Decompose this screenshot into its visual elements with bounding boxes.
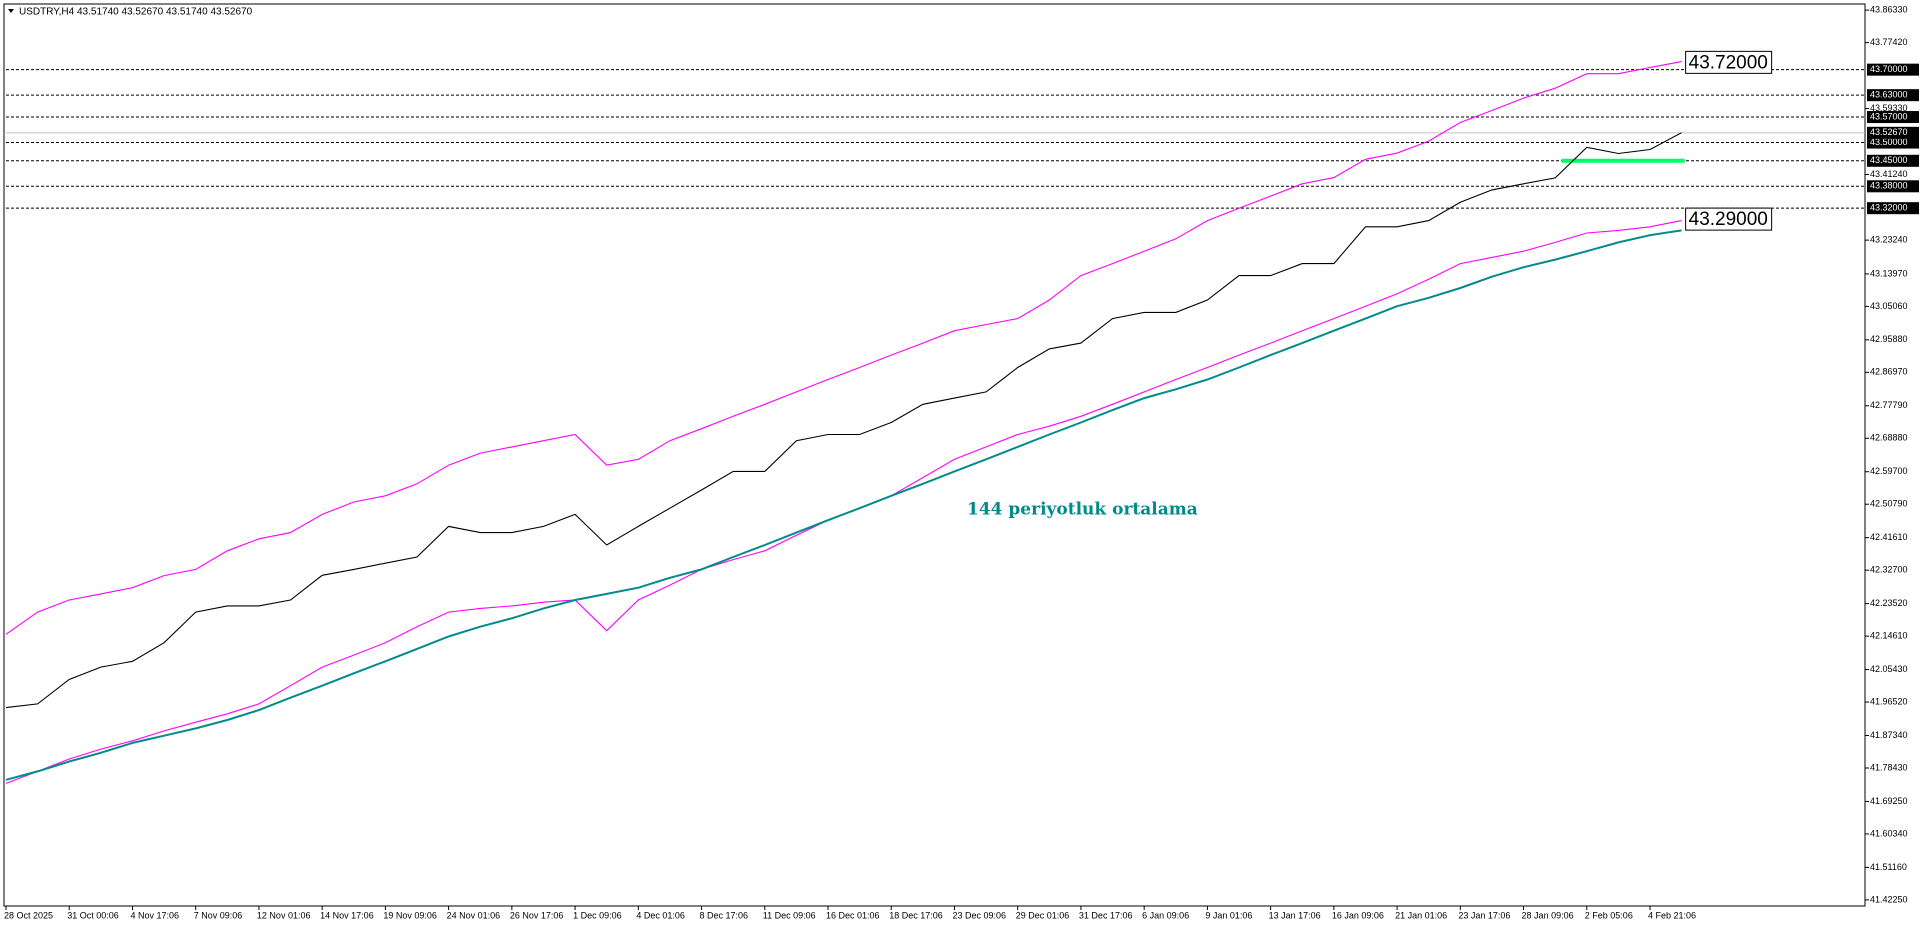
y-tick-label: 41.87340 [1870, 730, 1908, 740]
level-label: 43.45000 [1870, 155, 1908, 165]
x-tick-label: 19 Nov 09:06 [383, 910, 437, 920]
level-label: 43.32000 [1870, 203, 1908, 213]
x-tick-label: 28 Oct 2025 [4, 910, 53, 920]
x-tick-label: 13 Jan 17:06 [1269, 910, 1321, 920]
level-box [1867, 111, 1919, 124]
level-box [1867, 136, 1919, 149]
x-tick-label: 4 Feb 21:06 [1648, 910, 1696, 920]
y-tick-label: 43.77420 [1870, 37, 1908, 47]
level-box [1867, 180, 1919, 193]
x-tick-label: 28 Jan 09:06 [1522, 910, 1574, 920]
plot-frame [3, 3, 1866, 907]
level-label: 43.50000 [1870, 137, 1908, 147]
menu-icon[interactable] [8, 9, 14, 13]
annotation-box [1685, 50, 1773, 74]
y-tick-label: 42.95880 [1870, 334, 1908, 344]
x-tick-label: 4 Dec 01:06 [636, 910, 685, 920]
x-tick-label: 16 Jan 09:06 [1332, 910, 1384, 920]
x-tick-label: 4 Nov 17:06 [130, 910, 179, 920]
x-tick-label: 31 Oct 00:06 [67, 910, 119, 920]
y-tick-label: 42.77790 [1870, 400, 1908, 410]
x-tick-label: 23 Dec 09:06 [952, 910, 1006, 920]
series-label: 144 periyotluk ortalama [967, 500, 1198, 520]
level-label: 43.70000 [1870, 64, 1908, 74]
x-tick-label: 6 Jan 09:06 [1142, 910, 1189, 920]
y-tick-label: 42.32700 [1870, 565, 1908, 575]
level-box [1867, 63, 1919, 76]
x-tick-label: 18 Dec 17:06 [889, 910, 943, 920]
y-tick-label: 41.69250 [1870, 796, 1908, 806]
x-tick-label: 29 Dec 01:06 [1016, 910, 1070, 920]
x-tick-label: 24 Nov 01:06 [447, 910, 501, 920]
x-tick-label: 8 Dec 17:06 [700, 910, 749, 920]
y-tick-label: 42.23520 [1870, 598, 1908, 608]
x-tick-label: 23 Jan 17:06 [1458, 910, 1510, 920]
x-tick-label: 31 Dec 17:06 [1079, 910, 1133, 920]
y-tick-label: 42.05430 [1870, 664, 1908, 674]
annotation-label: 43.72000 [1689, 52, 1768, 73]
y-tick-label: 41.78430 [1870, 762, 1908, 772]
series-line [5, 132, 1682, 709]
x-tick-label: 16 Dec 01:06 [826, 910, 880, 920]
y-tick-label: 42.41610 [1870, 532, 1908, 542]
y-tick-label: 41.42250 [1870, 894, 1908, 904]
level-label: 43.63000 [1870, 90, 1908, 100]
annotation-label: 43.29000 [1689, 209, 1768, 230]
current-price-box [1867, 126, 1919, 139]
series-line [5, 229, 1682, 781]
level-box [1867, 202, 1919, 215]
level-label: 43.38000 [1870, 181, 1908, 191]
level-box [1867, 154, 1919, 167]
y-tick-label: 43.59330 [1870, 103, 1908, 113]
current-price-label: 43.52670 [1870, 127, 1908, 137]
x-tick-label: 26 Nov 17:06 [510, 910, 564, 920]
y-tick-label: 43.86330 [1870, 4, 1908, 14]
y-tick-label: 43.23240 [1870, 234, 1908, 244]
y-tick-label: 43.05060 [1870, 301, 1908, 311]
y-tick-label: 43.13970 [1870, 268, 1908, 278]
x-tick-label: 12 Nov 01:06 [257, 910, 311, 920]
y-tick-label: 42.86970 [1870, 367, 1908, 377]
y-tick-label: 42.68880 [1870, 433, 1908, 443]
x-tick-label: 21 Jan 01:06 [1395, 910, 1447, 920]
annotation-box [1685, 207, 1773, 231]
chart-title: USDTRY,H4 43.51740 43.52670 43.51740 43.… [19, 7, 253, 18]
x-tick-label: 14 Nov 17:06 [320, 910, 374, 920]
x-tick-label: 11 Dec 09:06 [763, 910, 816, 920]
y-tick-label: 41.96520 [1870, 696, 1908, 706]
level-label: 43.57000 [1870, 111, 1908, 121]
y-tick-label: 43.41240 [1870, 169, 1908, 179]
x-tick-label: 7 Nov 09:06 [194, 910, 243, 920]
x-tick-label: 2 Feb 05:06 [1585, 910, 1633, 920]
y-tick-label: 41.51160 [1870, 862, 1907, 872]
y-tick-label: 42.59700 [1870, 466, 1908, 476]
x-tick-label: 9 Jan 01:06 [1205, 910, 1252, 920]
y-tick-label: 41.60340 [1870, 828, 1908, 838]
x-tick-label: 1 Dec 09:06 [573, 910, 622, 920]
series-line [5, 61, 1682, 635]
y-tick-label: 42.14610 [1870, 630, 1908, 640]
y-tick-label: 42.50790 [1870, 499, 1908, 509]
level-box [1867, 89, 1919, 102]
